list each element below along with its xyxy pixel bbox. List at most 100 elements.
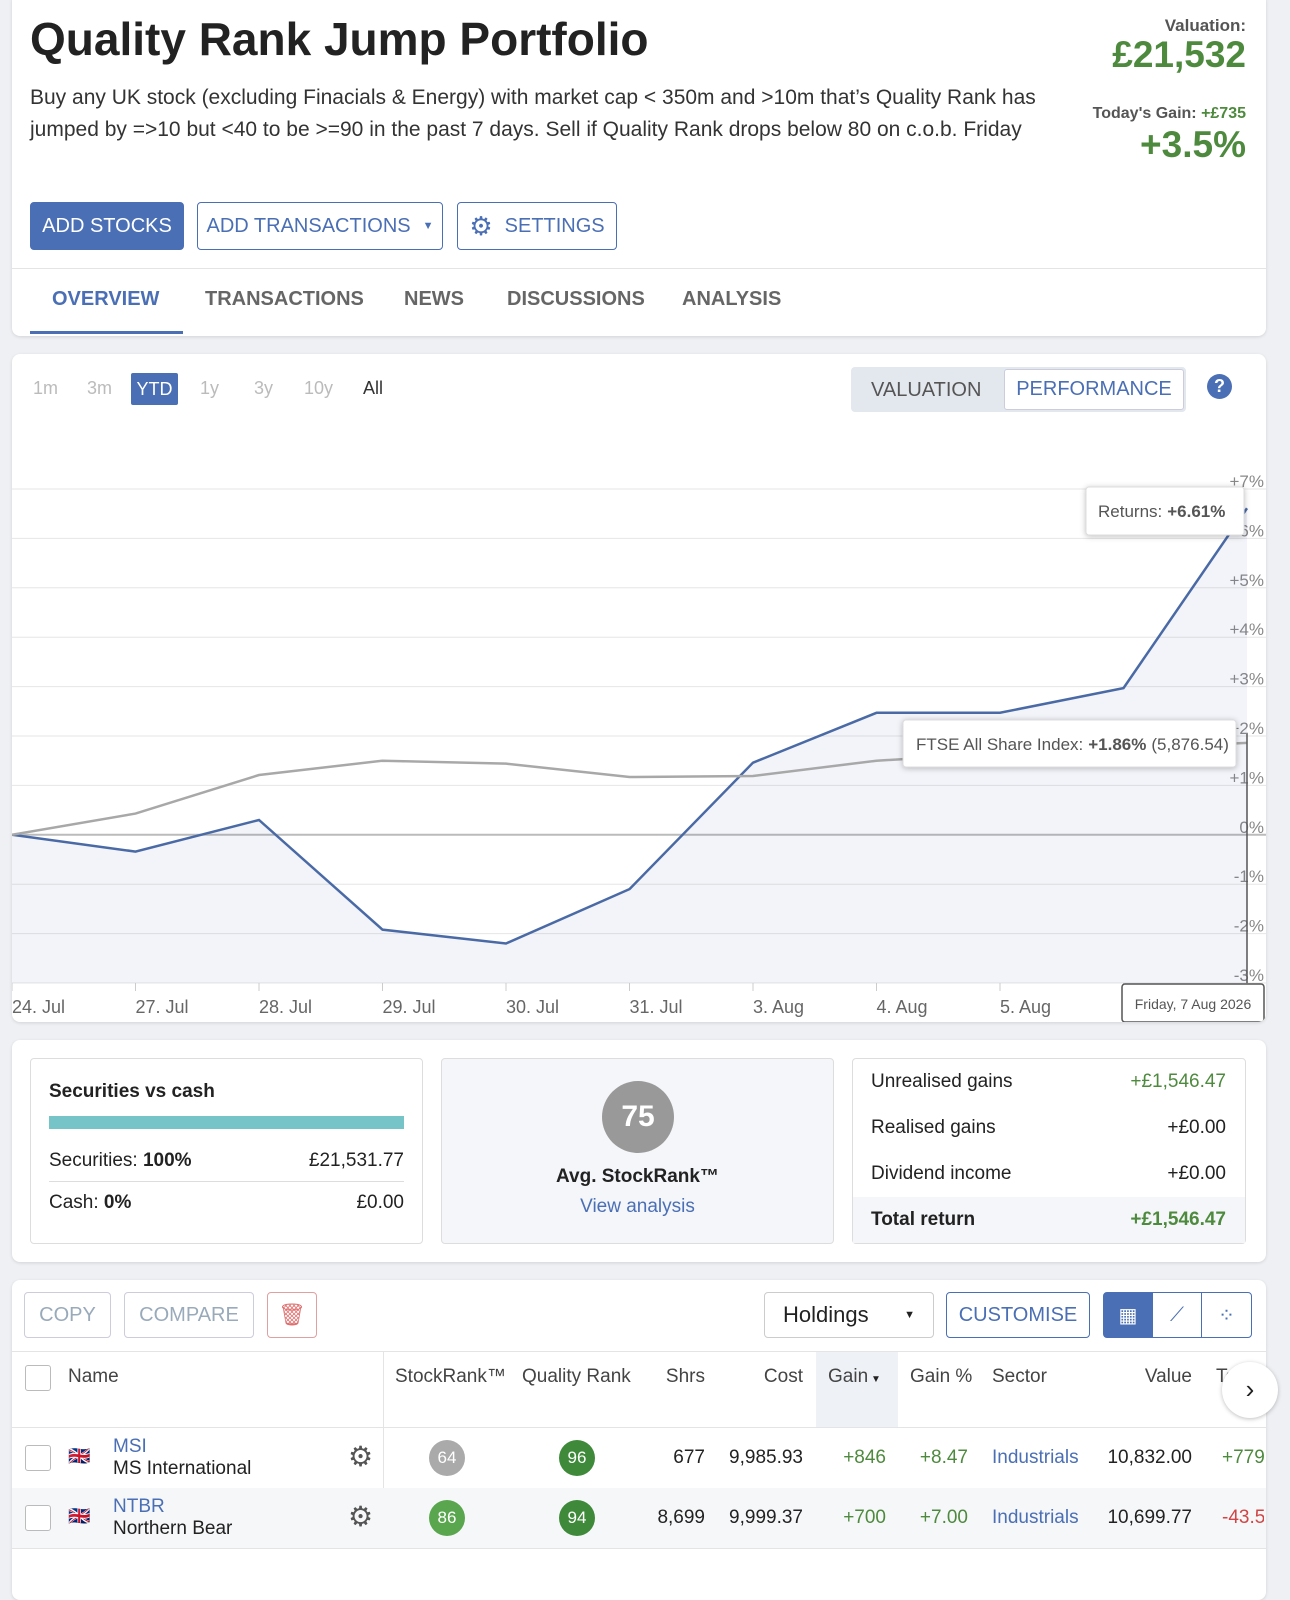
description: Buy any UK stock (excluding Finacials & … <box>30 86 1036 141</box>
range[interactable]: 10y <box>304 378 334 398</box>
cash: Cash: 0% <box>49 1192 131 1214</box>
avg-rank-label: Avg. StockRank™ <box>556 1166 719 1187</box>
view-select[interactable]: Holdings ▼ <box>764 1292 934 1338</box>
quality-rank: 94 <box>559 1500 595 1536</box>
y-tick-label: +5% <box>1230 571 1265 590</box>
y-tick-label: +3% <box>1230 670 1265 689</box>
copy[interactable]: COPY <box>24 1292 111 1338</box>
customise[interactable]: CUSTOMISE <box>946 1292 1090 1338</box>
gain: Today's Gain: +£735 <box>1093 105 1246 123</box>
column-header[interactable]: Cost <box>763 1366 803 1387</box>
gain-pct: +3.5% <box>1140 124 1246 165</box>
gain-label: Today's Gain: <box>1092 105 1197 122</box>
cost: 9,985.93 <box>729 1447 803 1468</box>
date-tooltip <box>1121 983 1265 1022</box>
tab[interactable]: TRANSACTIONS <box>205 288 364 310</box>
tab[interactable]: OVERVIEW <box>52 288 160 310</box>
y-tick-label: -1% <box>1234 867 1264 886</box>
tab[interactable]: NEWS <box>404 288 464 310</box>
flag: 🇬🇧 <box>68 1446 91 1466</box>
column-header[interactable]: Shrs <box>665 1366 705 1387</box>
pct: 0% <box>103 1192 132 1213</box>
sorted-col <box>816 1352 898 1427</box>
range-active[interactable]: YTD <box>131 373 178 405</box>
column-header[interactable]: Quality Rank <box>522 1366 631 1387</box>
checkbox[interactable] <box>25 1445 51 1471</box>
valuation-label: Valuation: <box>1164 16 1246 35</box>
column-header[interactable]: Sector <box>992 1366 1047 1387</box>
value: +1.86% <box>1088 735 1146 754</box>
add-stocks[interactable]: ADD STOCKS <box>30 202 184 250</box>
label: FTSE All Share Index: <box>916 735 1083 754</box>
ticker[interactable]: NTBR <box>113 1496 165 1517</box>
title: Quality Rank Jump Portfolio <box>30 13 649 65</box>
label: Returns: <box>1098 502 1162 521</box>
column-header[interactable]: Value <box>1144 1366 1192 1387</box>
tab-underline <box>30 331 183 334</box>
checkbox[interactable] <box>25 1505 51 1531</box>
gear[interactable]: ⚙ <box>348 1441 374 1472</box>
value: 10,832.00 <box>1107 1447 1192 1468</box>
gain-value: +£1,546.47 <box>1130 1071 1226 1092</box>
caret: ▼ <box>422 220 434 232</box>
mode[interactable]: VALUATION <box>871 379 982 401</box>
sector: Industrials <box>992 1447 1079 1468</box>
securities-box <box>30 1058 423 1244</box>
scroll-right[interactable]: › <box>1222 1362 1278 1418</box>
column-header[interactable]: Gain <box>828 1366 869 1387</box>
view-analysis[interactable]: View analysis <box>580 1196 695 1217</box>
x-tick-label: 27. Jul <box>136 997 189 1017</box>
y-tick-label: -3% <box>1234 966 1264 985</box>
range[interactable]: 3y <box>254 378 274 398</box>
chart-view[interactable]: ⟋ <box>1152 1292 1202 1338</box>
mode-active[interactable]: PERFORMANCE <box>1004 369 1184 410</box>
divider <box>49 1181 404 1182</box>
range[interactable]: All <box>363 378 384 398</box>
line <box>12 507 1249 945</box>
x-tick-label: 24. Jul <box>12 997 65 1017</box>
range[interactable]: 1m <box>33 378 59 398</box>
ticker[interactable]: MSI <box>113 1436 147 1457</box>
column-header[interactable]: Gain % <box>910 1366 973 1387</box>
column-header[interactable]: StockRank™ <box>395 1366 506 1387</box>
table-view[interactable]: ▦ <box>1103 1292 1153 1338</box>
delete[interactable]: 🗑 <box>267 1292 317 1338</box>
returns-text: Returns: +6.61% <box>1098 502 1225 521</box>
scatter-view[interactable]: ⁘ <box>1201 1292 1252 1338</box>
cost: 9,999.37 <box>729 1507 803 1528</box>
gain-pct: +7.00 <box>919 1507 968 1528</box>
gain-value: +£1,546.47 <box>1130 1209 1226 1230</box>
cash-value: £0.00 <box>356 1192 404 1213</box>
gain-label: Total return <box>871 1209 976 1230</box>
gear: ⚙ <box>469 210 493 241</box>
gain: +700 <box>843 1507 886 1528</box>
gear[interactable]: ⚙ <box>348 1501 374 1532</box>
x-tick-label: 4. Aug <box>877 997 928 1017</box>
label: Holdings <box>783 1302 869 1327</box>
column-header[interactable]: Name <box>68 1366 119 1387</box>
gain-abs: +£735 <box>1201 105 1246 122</box>
x-tick-label: 31. Jul <box>630 997 683 1017</box>
y-tick-label: 0% <box>1239 818 1264 837</box>
chart: -3%-2%-1%0%+1%+2%+3%+4%+5%+6%+7%24. Jul2… <box>12 472 1266 1022</box>
x-tick-label: 28. Jul <box>259 997 312 1017</box>
pct: 100% <box>142 1150 192 1171</box>
checkbox[interactable] <box>25 1365 51 1391</box>
compare[interactable]: COMPARE <box>124 1292 254 1338</box>
settings[interactable]: ⚙ SETTINGS <box>457 202 617 250</box>
range[interactable]: 1y <box>200 378 220 398</box>
avg-rank: 75 <box>602 1081 674 1153</box>
divider <box>12 268 1266 269</box>
tab[interactable]: ANALYSIS <box>682 288 782 310</box>
stockrank: 64 <box>429 1440 465 1476</box>
add-transactions[interactable]: ADD TRANSACTIONS ▼ <box>197 202 443 250</box>
tab[interactable]: DISCUSSIONS <box>507 288 645 310</box>
securities: Securities: 100% <box>49 1150 192 1172</box>
x-tick-label: 3. Aug <box>753 997 804 1017</box>
help[interactable]: ? <box>1207 374 1232 399</box>
range[interactable]: 3m <box>87 378 113 398</box>
x-tick-label: 29. Jul <box>383 997 436 1017</box>
y-tick-label: -2% <box>1234 917 1264 936</box>
y-tick-label: +4% <box>1230 620 1265 639</box>
